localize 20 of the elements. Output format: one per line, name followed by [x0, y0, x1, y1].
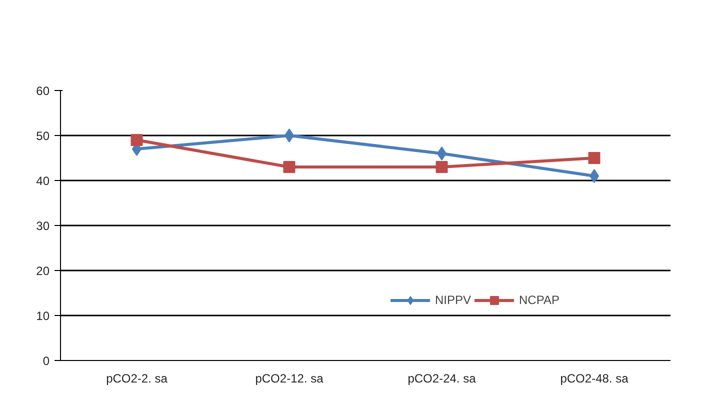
y-tick-label: 30 [36, 219, 50, 233]
y-tick-label: 40 [36, 174, 50, 188]
x-tick-label: pCO2-2. sa [106, 372, 168, 386]
point [588, 152, 600, 164]
x-tick-label: pCO2-48. sa [560, 372, 629, 386]
point [436, 161, 448, 173]
point [284, 128, 294, 142]
y-tick-label: 10 [36, 309, 50, 323]
y-tick-label: 0 [42, 354, 50, 368]
legend-label: NCPAP [519, 293, 560, 307]
point [589, 169, 600, 183]
point [436, 146, 447, 160]
y-tick-label: 20 [36, 264, 50, 278]
y-tick-label: 60 [36, 84, 50, 98]
x-tick-label: pCO2-12. sa [255, 372, 324, 386]
x-tick-label: pCO2-24. sa [408, 372, 476, 386]
point [130, 134, 143, 146]
point [283, 161, 296, 173]
y-tick-label: 50 [36, 129, 50, 143]
legend-label: NIPPV [435, 293, 472, 307]
